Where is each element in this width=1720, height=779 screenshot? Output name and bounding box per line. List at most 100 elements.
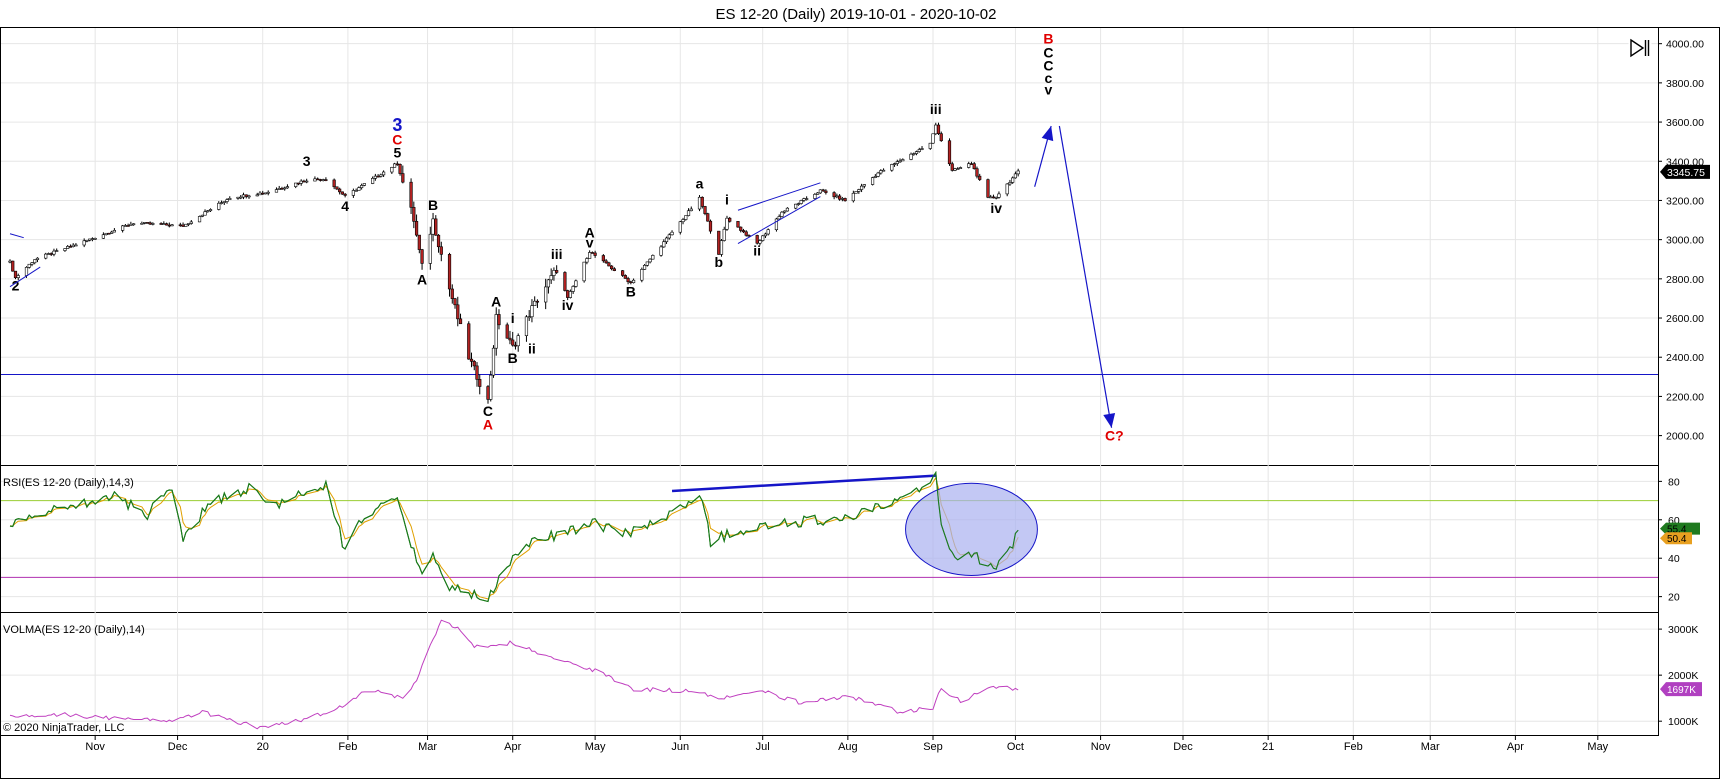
rsi-tick-label: 40 bbox=[1668, 553, 1680, 565]
candle-body bbox=[354, 190, 358, 192]
wave-label: c bbox=[1044, 70, 1052, 86]
candle-body bbox=[535, 300, 540, 303]
wave-label: B bbox=[428, 197, 438, 213]
candle-body bbox=[241, 194, 246, 198]
candle-body bbox=[420, 249, 424, 264]
wave-label: 3 bbox=[392, 115, 402, 135]
candle-body bbox=[371, 178, 375, 184]
x-tick-label: May bbox=[585, 741, 606, 753]
candle-body bbox=[472, 361, 476, 367]
candle-body bbox=[508, 337, 512, 341]
candle-body bbox=[645, 261, 649, 266]
candle-body bbox=[436, 234, 441, 248]
candle-body bbox=[239, 196, 243, 199]
candle-body bbox=[582, 261, 586, 282]
candle-body bbox=[494, 314, 498, 349]
candle-body bbox=[972, 163, 976, 170]
candle-body bbox=[958, 167, 963, 170]
price-tick-label: 2800.00 bbox=[1666, 274, 1704, 286]
candle-body bbox=[143, 222, 147, 224]
price-tick-label: 3200.00 bbox=[1666, 195, 1704, 207]
rsi-badge-signal-label: 55.4 bbox=[1667, 525, 1687, 536]
last-price-badge bbox=[1660, 164, 1710, 179]
candle-body bbox=[228, 198, 232, 200]
candle-body bbox=[708, 220, 713, 232]
candle-body bbox=[178, 224, 182, 227]
wave-label: i bbox=[511, 310, 515, 326]
x-tick-label: Apr bbox=[504, 741, 521, 753]
candle-body bbox=[881, 169, 886, 172]
candle-body bbox=[824, 190, 828, 193]
rsi-badge-signal bbox=[1660, 522, 1700, 535]
candle-body bbox=[123, 225, 127, 227]
candle-body bbox=[851, 192, 855, 202]
candle-body bbox=[112, 230, 116, 233]
panel-toggle-icon[interactable] bbox=[1628, 36, 1652, 60]
candle-body bbox=[590, 252, 594, 254]
candle-body bbox=[761, 235, 765, 241]
candle-body bbox=[343, 193, 347, 196]
x-tick-label: Mar bbox=[1421, 741, 1440, 753]
candle-body bbox=[373, 175, 377, 179]
candle-body bbox=[728, 217, 732, 222]
candle-body bbox=[516, 335, 520, 347]
candle-body bbox=[642, 265, 647, 270]
candle-body bbox=[620, 270, 625, 276]
candle-body bbox=[46, 253, 51, 255]
wave-label: a bbox=[696, 176, 704, 192]
candle-body bbox=[382, 171, 386, 176]
candle-body bbox=[739, 226, 743, 231]
price-tick-label: 2000.00 bbox=[1666, 431, 1704, 443]
rsi-tick-label: 80 bbox=[1668, 476, 1680, 488]
candle-body bbox=[978, 175, 982, 180]
candle-body bbox=[497, 314, 501, 326]
candle-body bbox=[351, 190, 355, 196]
wave-label: 5 bbox=[393, 144, 401, 160]
candle-body bbox=[398, 164, 402, 174]
x-tick-label: Aug bbox=[838, 741, 858, 753]
axis-labels: Nov Dec 20 Feb Mar Apr May Jun Jul Aug Sep Oct Nov De… bbox=[85, 39, 1710, 753]
candle-body bbox=[439, 246, 443, 255]
candle-body bbox=[181, 224, 185, 227]
candle-body bbox=[890, 164, 894, 171]
price-tick-label: 3800.00 bbox=[1666, 78, 1704, 90]
price-tick-label: 2600.00 bbox=[1666, 313, 1704, 325]
candle-body bbox=[431, 218, 435, 235]
candle-body bbox=[774, 218, 779, 231]
x-tick-label: Jul bbox=[756, 741, 770, 753]
candle-body bbox=[357, 187, 361, 191]
candle-body bbox=[862, 184, 866, 187]
wave-label: i bbox=[725, 191, 729, 207]
candle-body bbox=[741, 230, 746, 233]
candle-body bbox=[588, 252, 592, 259]
candle-body bbox=[546, 279, 551, 288]
candle-body bbox=[607, 262, 611, 267]
x-tick-label: Sep bbox=[923, 741, 943, 753]
candle-body bbox=[651, 255, 655, 260]
candle-body bbox=[491, 347, 496, 376]
candle-body bbox=[991, 196, 996, 199]
candle-body bbox=[274, 189, 279, 193]
candle-body bbox=[763, 233, 768, 237]
wave-label: v bbox=[1044, 82, 1052, 98]
candle-body bbox=[898, 160, 902, 163]
candle-body bbox=[24, 267, 29, 276]
candle-body bbox=[1008, 182, 1012, 185]
candle-body bbox=[324, 179, 328, 181]
candle-body bbox=[225, 199, 229, 202]
volma-badge bbox=[1660, 682, 1702, 697]
candle-body bbox=[151, 223, 155, 225]
candle-body bbox=[859, 185, 864, 190]
candle-body bbox=[261, 192, 265, 195]
candle-body bbox=[689, 208, 693, 212]
candle-body bbox=[280, 188, 284, 190]
x-tick-label: Feb bbox=[338, 741, 357, 753]
candle-body bbox=[876, 172, 880, 177]
candle-body bbox=[986, 179, 990, 198]
wave-label: A bbox=[585, 225, 595, 241]
candle-body bbox=[129, 223, 133, 226]
candle-body bbox=[879, 170, 883, 174]
wave-label: iv bbox=[562, 297, 574, 313]
x-tick-label: Nov bbox=[85, 741, 105, 753]
